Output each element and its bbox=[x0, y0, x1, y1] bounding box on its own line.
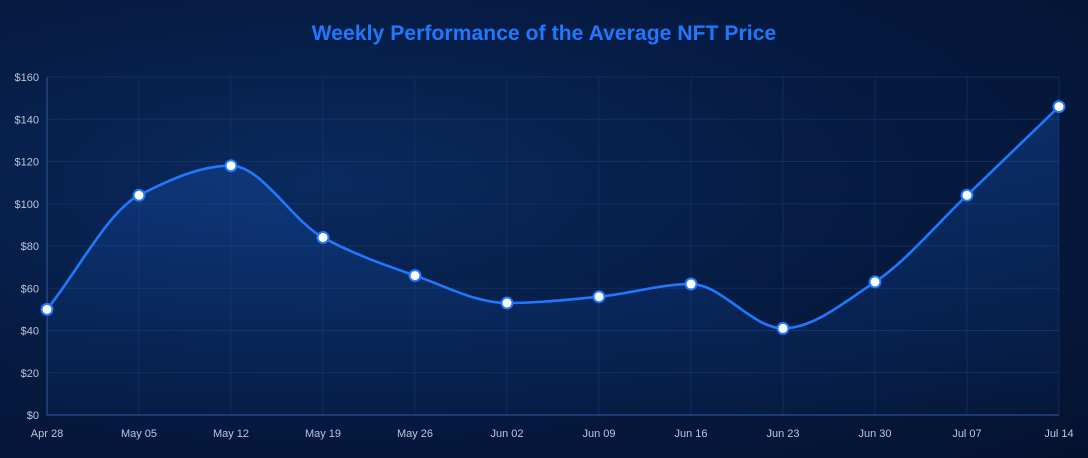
data-point-may-26[interactable] bbox=[408, 269, 422, 283]
data-point-jun-02[interactable] bbox=[500, 296, 514, 310]
data-point-apr-28[interactable] bbox=[40, 302, 54, 316]
x-tick-label: May 12 bbox=[213, 428, 249, 440]
x-tick-labels: Apr 28 May 05 May 12 May 19 May 26 Jun 02 Jun … bbox=[31, 428, 1074, 440]
x-tick-label: Jun 09 bbox=[582, 428, 615, 440]
series-line-path bbox=[45, 105, 1061, 330]
data-point-may-19[interactable] bbox=[316, 231, 330, 245]
x-tick-label: Jun 30 bbox=[858, 428, 891, 440]
y-tick-label: $0 bbox=[27, 410, 39, 422]
y-tick-label: $20 bbox=[21, 368, 39, 380]
data-points bbox=[40, 100, 1066, 335]
x-tick-label: Jul 14 bbox=[1044, 428, 1073, 440]
x-tick-label: May 19 bbox=[305, 428, 341, 440]
data-point-may-12[interactable] bbox=[224, 159, 238, 173]
y-tick-label: $40 bbox=[21, 326, 39, 338]
data-point-jun-30[interactable] bbox=[868, 275, 882, 289]
y-tick-label: $100 bbox=[15, 199, 39, 211]
y-tick-label: $80 bbox=[21, 241, 39, 253]
data-point-jul-14[interactable] bbox=[1052, 100, 1066, 114]
y-tick-label: $60 bbox=[21, 283, 39, 295]
y-tick-label: $140 bbox=[15, 114, 39, 126]
chart-title: Weekly Performance of the Average NFT Pr… bbox=[311, 22, 777, 45]
data-point-jul-07[interactable] bbox=[960, 188, 974, 202]
x-tick-label: Jun 16 bbox=[674, 428, 707, 440]
y-tick-label: $160 bbox=[15, 72, 39, 84]
x-tick-label: Apr 28 bbox=[31, 428, 63, 440]
x-tick-label: Jun 02 bbox=[490, 428, 523, 440]
x-tick-label: Jun 23 bbox=[766, 428, 799, 440]
data-point-may-05[interactable] bbox=[132, 188, 146, 202]
area-fill bbox=[47, 106, 1059, 415]
series-area bbox=[47, 106, 1059, 415]
data-point-jun-16[interactable] bbox=[684, 277, 698, 291]
series-line bbox=[45, 105, 1061, 330]
x-tick-label: May 05 bbox=[121, 428, 157, 440]
x-tick-label: May 26 bbox=[397, 428, 433, 440]
x-tick-label: Jul 07 bbox=[952, 428, 981, 440]
y-tick-label: $120 bbox=[15, 157, 39, 169]
data-point-jun-23[interactable] bbox=[776, 321, 790, 335]
y-tick-labels: $0 $20 $40 $60 $80 $100 $120 $140 $160 bbox=[15, 72, 39, 422]
data-point-jun-09[interactable] bbox=[592, 290, 606, 304]
